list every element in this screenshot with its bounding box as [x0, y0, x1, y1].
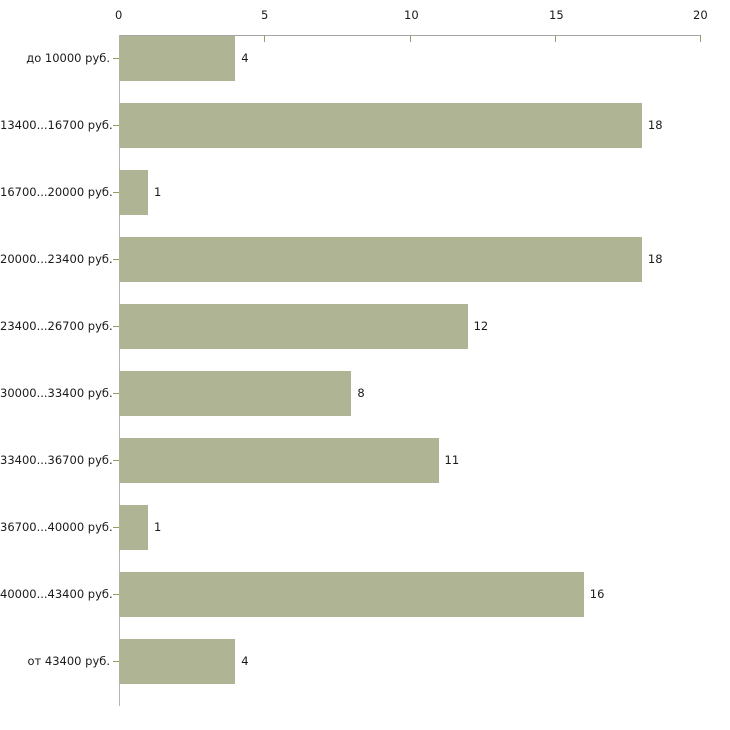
category-label-8: 40000...43400 руб. — [0, 587, 113, 601]
y-tick-mark-8 — [113, 594, 119, 595]
category-label-2: 16700...20000 руб. — [0, 185, 113, 199]
y-tick-mark-9 — [113, 661, 119, 662]
x-tick-label-15: 15 — [549, 8, 564, 22]
x-tick-label-10: 10 — [404, 8, 419, 22]
bar-value-label-0: 4 — [241, 51, 249, 65]
bar-value-label-3: 18 — [647, 252, 663, 266]
y-tick-mark-5 — [113, 393, 119, 394]
x-tick-mark-15 — [555, 35, 556, 42]
bar-value-label-4: 12 — [473, 319, 489, 333]
bar-3 — [119, 237, 642, 282]
bar-value-label-5: 8 — [357, 386, 365, 400]
category-label-1: 13400...16700 руб. — [0, 118, 113, 132]
bar-9 — [119, 639, 236, 684]
bar-value-label-8: 16 — [589, 587, 605, 601]
x-tick-mark-10 — [410, 35, 411, 42]
bar-value-label-2: 1 — [154, 185, 162, 199]
bar-6 — [119, 438, 439, 483]
bar-value-label-7: 1 — [154, 520, 162, 534]
x-tick-label-0: 0 — [115, 8, 123, 22]
y-axis-line — [119, 35, 120, 706]
x-tick-label-5: 5 — [261, 8, 269, 22]
category-label-6: 33400...36700 руб. — [0, 453, 113, 467]
bar-1 — [119, 103, 642, 148]
y-tick-mark-6 — [113, 460, 119, 461]
category-label-7: 36700...40000 руб. — [0, 520, 113, 534]
y-tick-mark-1 — [113, 125, 119, 126]
x-axis-line — [119, 35, 700, 36]
bar-8 — [119, 572, 584, 617]
category-label-3: 20000...23400 руб. — [0, 252, 113, 266]
bar-7 — [119, 505, 149, 550]
y-tick-mark-0 — [113, 58, 119, 59]
category-label-0: до 10000 руб. — [26, 51, 110, 65]
bar-value-label-6: 11 — [444, 453, 460, 467]
bar-value-label-1: 18 — [647, 118, 663, 132]
category-label-4: 23400...26700 руб. — [0, 319, 113, 333]
bar-5 — [119, 371, 352, 416]
y-tick-mark-2 — [113, 192, 119, 193]
bar-4 — [119, 304, 468, 349]
x-tick-mark-5 — [264, 35, 265, 42]
bar-value-label-9: 4 — [241, 654, 249, 668]
y-tick-mark-3 — [113, 259, 119, 260]
x-tick-mark-20 — [700, 35, 701, 42]
category-label-5: 30000...33400 руб. — [0, 386, 113, 400]
x-tick-label-20: 20 — [693, 8, 708, 22]
category-label-9: от 43400 руб. — [27, 654, 110, 668]
y-tick-mark-7 — [113, 527, 119, 528]
bar-0 — [119, 36, 236, 81]
bar-2 — [119, 170, 149, 215]
y-tick-mark-4 — [113, 326, 119, 327]
